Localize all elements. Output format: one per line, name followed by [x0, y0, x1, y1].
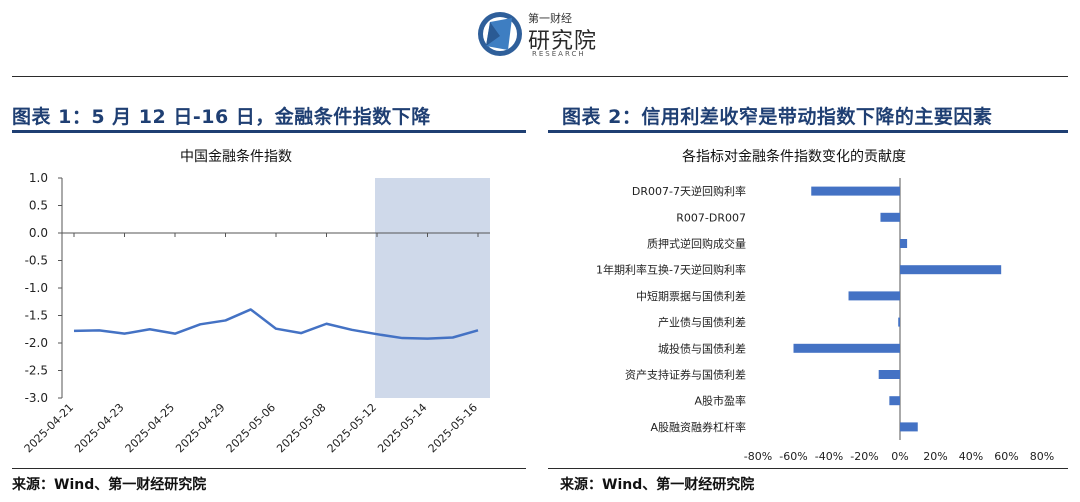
x-tick-label: 20%	[923, 450, 947, 463]
x-tick-label: 2025-04-29	[173, 401, 227, 455]
category-label: DR007-7天逆回购利率	[632, 184, 746, 198]
right-source-note: 来源：Wind、第一财经研究院	[560, 477, 755, 493]
bar	[811, 186, 900, 196]
category-label: 城投债与国债利差	[658, 341, 746, 355]
right-panel-title: 图表 2：信用利差收窄是带动指数下降的主要因素	[562, 106, 993, 128]
brand-logo: 第一财经 研究院 RESEARCH	[476, 6, 606, 62]
category-label: 1年期利率互换-7天逆回购利率	[596, 263, 746, 277]
x-tick-label: 2025-05-08	[274, 401, 328, 455]
brand-line1: 第一财经	[528, 12, 572, 25]
right-source-rule	[548, 468, 1068, 469]
x-tick-label: 2025-04-21	[22, 401, 76, 455]
category-label: 质押式逆回购成交量	[647, 237, 746, 251]
x-tick-label: 40%	[959, 450, 983, 463]
bar	[900, 265, 1002, 275]
bar-chart: DR007-7天逆回购利率 R007-DR007 质押式逆回购成交量 1年期利率互换-…	[596, 178, 1054, 463]
left-panel-rule	[12, 130, 526, 133]
y-tick-label: -0.5	[25, 254, 48, 268]
left-source-rule	[12, 468, 526, 469]
bar	[900, 239, 908, 248]
bar	[793, 343, 900, 353]
brand-line3: RESEARCH	[532, 50, 586, 58]
highlight-band	[375, 178, 490, 398]
bar	[848, 291, 900, 301]
line-chart-title: 中国金融条件指数	[180, 149, 292, 165]
x-tick-label: 2025-05-16	[426, 401, 480, 455]
x-tick-label: 60%	[994, 450, 1018, 463]
y-tick-label: 0.0	[29, 226, 48, 240]
bar	[900, 422, 918, 432]
x-tick-label: -20%	[850, 450, 878, 463]
y-tick-label: -1.0	[25, 281, 48, 295]
x-tick-label: 80%	[1030, 450, 1054, 463]
bar	[878, 370, 900, 379]
y-tick-label: 1.0	[29, 171, 48, 185]
logo-mark-icon	[478, 12, 522, 56]
header-divider	[12, 76, 1068, 77]
bar	[889, 396, 900, 406]
x-tick-label: 2025-05-14	[375, 401, 429, 455]
line-chart: 1.00.50.0-0.5-1.0-1.5-2.0-2.5-3.02025-04…	[22, 171, 490, 455]
y-tick-label: -1.5	[25, 309, 48, 323]
left-source-note: 来源：Wind、第一财经研究院	[12, 477, 207, 493]
left-panel-title: 图表 1：5 月 12 日-16 日，金融条件指数下降	[12, 106, 431, 128]
x-tick-label: 2025-05-12	[325, 401, 379, 455]
category-label: 产业债与国债利差	[658, 315, 746, 329]
bar	[898, 317, 900, 327]
y-tick-label: -2.0	[25, 336, 48, 350]
category-label: R007-DR007	[676, 211, 746, 224]
x-tick-label: 2025-04-23	[72, 401, 126, 455]
category-label: 中短期票据与国债利差	[636, 289, 746, 303]
y-tick-label: -3.0	[25, 391, 48, 405]
category-label: A股市盈率	[694, 394, 746, 408]
brand-line2: 研究院	[528, 29, 598, 54]
x-tick-label: -60%	[779, 450, 807, 463]
x-tick-label: 2025-05-06	[224, 401, 278, 455]
y-tick-label: -2.5	[25, 364, 48, 378]
right-panel-rule	[548, 130, 1068, 133]
bar	[880, 212, 900, 222]
category-label: A股融资融券杠杆率	[650, 420, 746, 434]
x-tick-label: -40%	[815, 450, 843, 463]
y-tick-label: 0.5	[29, 199, 48, 213]
x-tick-label: 0%	[891, 450, 908, 463]
x-tick-label: 2025-04-25	[123, 401, 177, 455]
bar-chart-title: 各指标对金融条件指数变化的贡献度	[682, 149, 906, 165]
category-label: 资产支持证券与国债利差	[625, 368, 746, 382]
x-tick-label: -80%	[744, 450, 772, 463]
